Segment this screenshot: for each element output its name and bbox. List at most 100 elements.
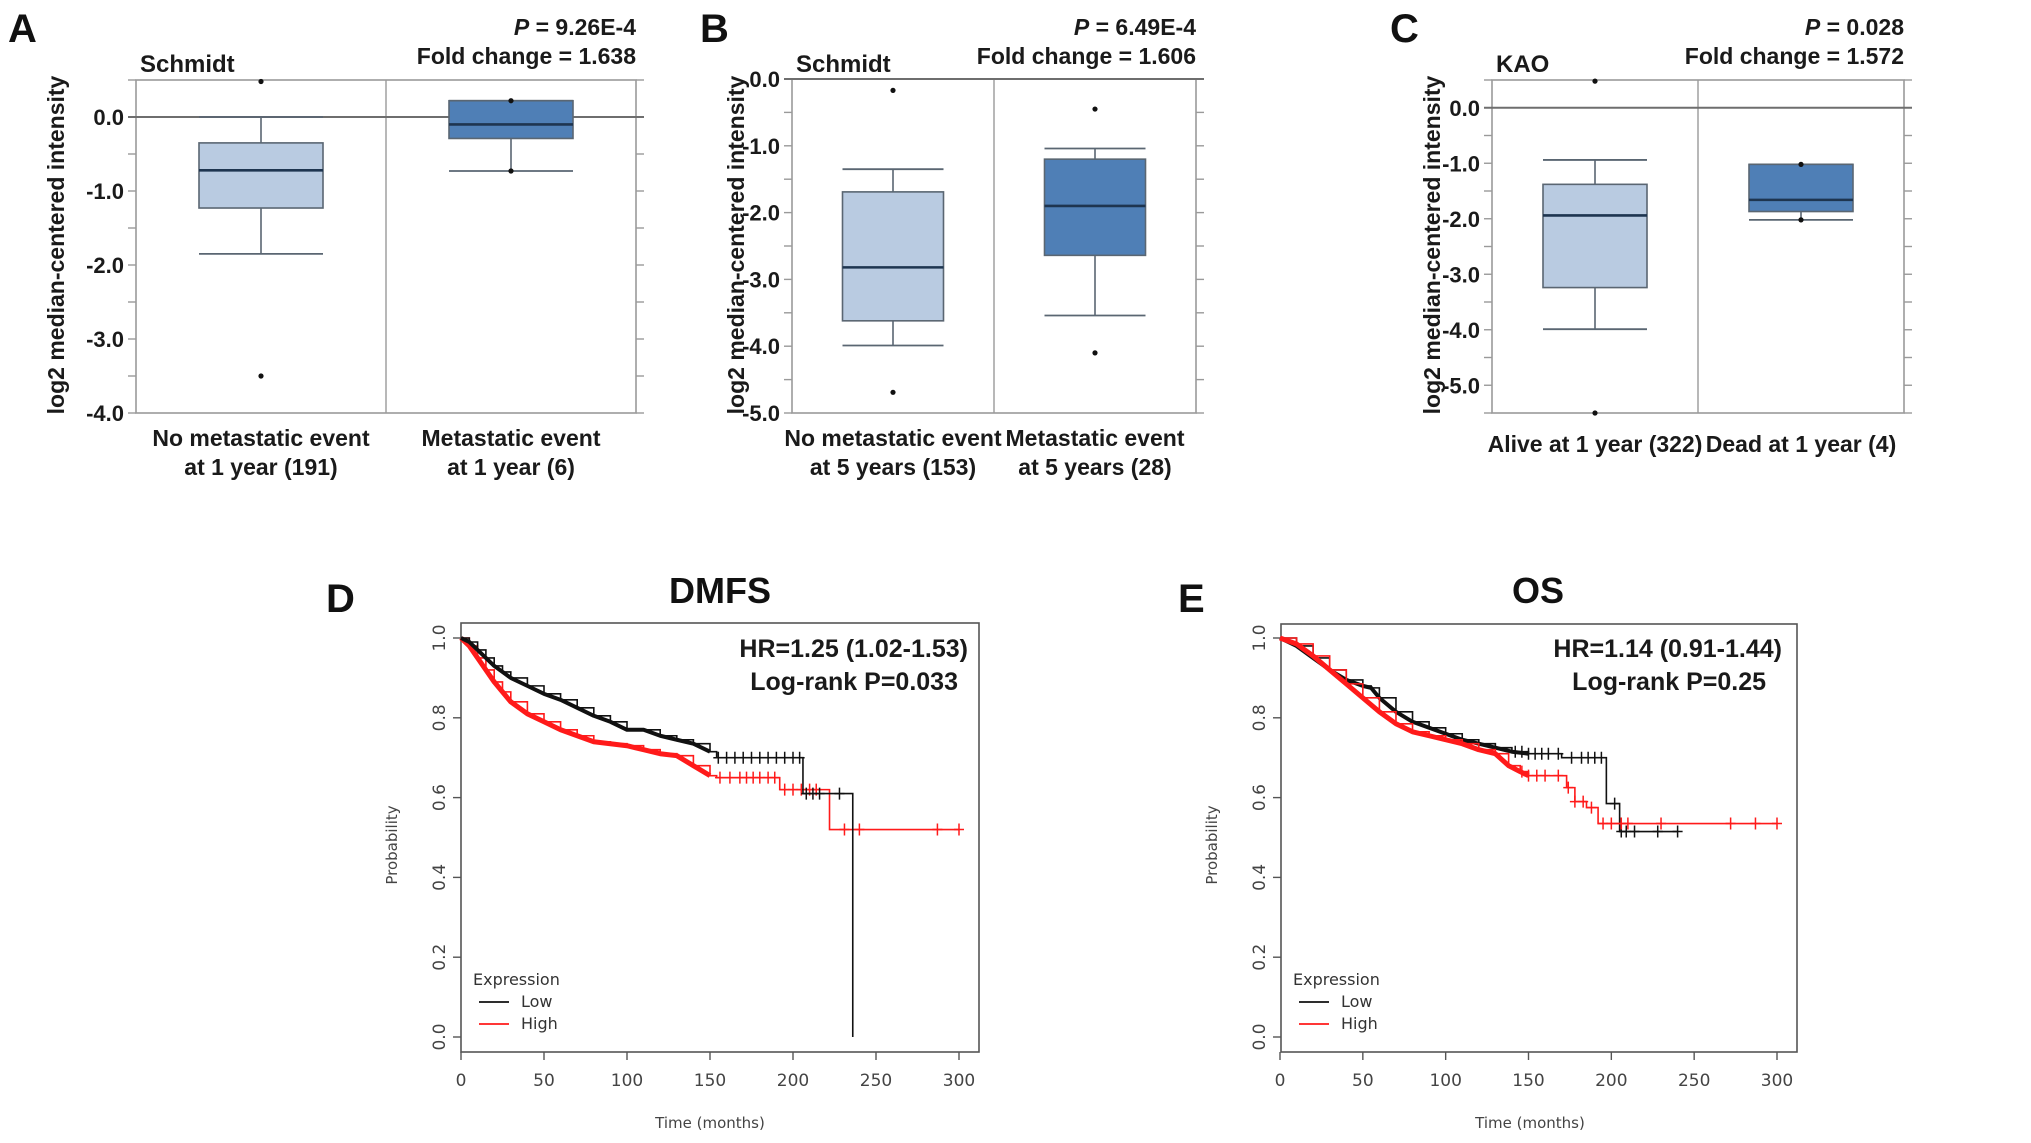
- y-tick-label: -2.0: [1442, 207, 1480, 232]
- category-label: No metastatic event: [784, 425, 1002, 451]
- hazard-ratio-text: HR=1.14 (0.91-1.44): [1553, 635, 1782, 663]
- box-group-1: [198, 78, 324, 379]
- plot-area: 0.0 -1.0 -2.0 -3.0 -4.0 -5.0 Alive at 1 year (…: [1442, 78, 1912, 457]
- y-tick-label: 0.6: [1250, 784, 1270, 811]
- censor-mark: [834, 787, 845, 800]
- y-tick-label: 0.0: [1250, 1023, 1270, 1050]
- censor-mark: [1672, 825, 1683, 838]
- plot-frame: [460, 622, 980, 1053]
- x-tick-label: 0: [456, 1071, 467, 1091]
- x-tick-label: 200: [1595, 1071, 1627, 1091]
- y-tick-label: -3.0: [86, 327, 124, 352]
- box-group-2: [1043, 106, 1147, 356]
- censor-mark: [1725, 817, 1736, 830]
- panel-letter-b: B: [700, 7, 729, 51]
- km-title: DMFS: [669, 570, 771, 611]
- category-label: at 5 years (28): [1018, 454, 1171, 480]
- iqr-box: [1748, 163, 1854, 213]
- y-tick-label: 0.0: [430, 1023, 450, 1050]
- x-tick-label: 300: [1761, 1071, 1793, 1091]
- censor-mark: [1516, 745, 1527, 758]
- category-label: Metastatic event: [422, 425, 601, 451]
- censor-mark: [814, 787, 825, 800]
- censor-mark: [1543, 747, 1554, 760]
- x-tick-label: 50: [533, 1071, 555, 1091]
- category-label: Metastatic event: [1006, 425, 1185, 451]
- censor-mark: [1540, 769, 1551, 782]
- iqr-box: [448, 99, 574, 140]
- censor-mark: [724, 771, 735, 784]
- y-axis-label: log2 median-centered intensity: [43, 75, 69, 414]
- censor-mark: [839, 823, 850, 836]
- km-censor-band-high: [1279, 635, 1530, 778]
- censor-mark: [854, 823, 865, 836]
- box-group-2: [1748, 161, 1854, 223]
- outlier-point: [508, 168, 514, 174]
- outlier-point: [1592, 78, 1598, 84]
- censor-mark: [1553, 747, 1564, 760]
- legend-title: Expression: [473, 970, 560, 989]
- category-label: at 1 year (191): [184, 454, 337, 480]
- censor-mark: [932, 823, 943, 836]
- y-axis-label: log2 median-centered intensity: [1419, 75, 1445, 414]
- y-tick-label: -1.0: [1442, 151, 1480, 176]
- plot-area: 0.0 -1.0 -2.0 -3.0 -4.0 -5.0No metastatic eve…: [742, 67, 1204, 480]
- y-tick-label: -5.0: [742, 401, 780, 426]
- censor-mark: [1772, 817, 1782, 830]
- legend-label-high: High: [521, 1014, 558, 1033]
- category-label: No metastatic event: [152, 425, 370, 451]
- y-tick-label: -4.0: [86, 401, 124, 426]
- plot-area: 0 50 100 150 200 250 300 0.0 0.2 0.4 0.6 0.8 1.0 Expr…: [1250, 623, 1798, 1091]
- panel-letter-c: C: [1390, 7, 1419, 51]
- censor-mark: [1566, 751, 1577, 764]
- censor-mark: [1629, 825, 1640, 838]
- y-tick-label: 0.0: [1449, 96, 1480, 121]
- panel-letter-a: A: [8, 7, 37, 51]
- y-tick-label: -2.0: [742, 201, 780, 226]
- y-tick-label: -3.0: [1442, 262, 1480, 287]
- censor-mark: [769, 771, 780, 784]
- y-tick-label: 0.8: [430, 704, 450, 731]
- outlier-point: [1092, 106, 1098, 112]
- y-tick-label: -4.0: [742, 334, 780, 359]
- fold-change-label: Fold change = 1.606: [977, 43, 1196, 69]
- outlier-point: [1798, 217, 1804, 223]
- y-tick-label: -3.0: [742, 267, 780, 292]
- p-symbol: P: [1805, 14, 1821, 40]
- y-axis-label: Probability: [383, 805, 401, 884]
- category-label: at 1 year (6): [447, 454, 575, 480]
- km-censor-band-low: [460, 636, 711, 754]
- y-tick-label: 0.4: [1250, 864, 1270, 891]
- censor-mark: [1586, 801, 1597, 814]
- x-tick-label: 0: [1275, 1071, 1286, 1091]
- censor-mark: [1563, 781, 1574, 794]
- km-title: OS: [1512, 570, 1564, 611]
- y-tick-label: 0.2: [430, 944, 450, 971]
- outlier-point: [1592, 410, 1598, 416]
- km-curve-high: [1280, 637, 1777, 825]
- censor-mark: [714, 771, 725, 784]
- panel-e-km-plot: E OS Probability Time (months) 0 50 100 150…: [1178, 570, 1798, 1132]
- censor-mark: [1596, 751, 1607, 764]
- censor-mark: [794, 751, 805, 764]
- panel-d-km-plot: D DMFS Probability Time (months) 0 50 100 1…: [326, 570, 980, 1132]
- y-axis-label: log2 median-centered intensity: [723, 75, 749, 414]
- censor-mark: [1553, 769, 1564, 782]
- panel-a-boxplot: A Schmidt P = 9.26E-4 Fold change = 1.63…: [8, 7, 644, 480]
- outlier-point: [890, 87, 896, 93]
- legend-label-high: High: [1341, 1014, 1378, 1033]
- category-label: Alive at 1 year (322): [1488, 431, 1703, 457]
- p-symbol: P: [1074, 14, 1090, 40]
- y-tick-label: 0.2: [1250, 944, 1270, 971]
- x-tick-label: 300: [943, 1071, 975, 1091]
- censor-mark: [1606, 817, 1617, 830]
- censor-mark: [1609, 797, 1620, 810]
- outlier-point: [1092, 350, 1098, 356]
- y-axis-label: Probability: [1203, 805, 1221, 884]
- plot-area: 0 50 100 150 200 250 300 0.0 0.2 0.4 0.6 0.8 1.0 Expr…: [430, 622, 980, 1091]
- y-tick-label: 0.0: [93, 105, 124, 130]
- p-value: = 6.49E-4: [1089, 14, 1196, 40]
- fold-change-label: Fold change = 1.572: [1685, 43, 1904, 69]
- iqr-box: [1043, 158, 1147, 257]
- panel-b-boxplot: B Schmidt P = 6.49E-4 Fold change = 1.60…: [700, 7, 1204, 480]
